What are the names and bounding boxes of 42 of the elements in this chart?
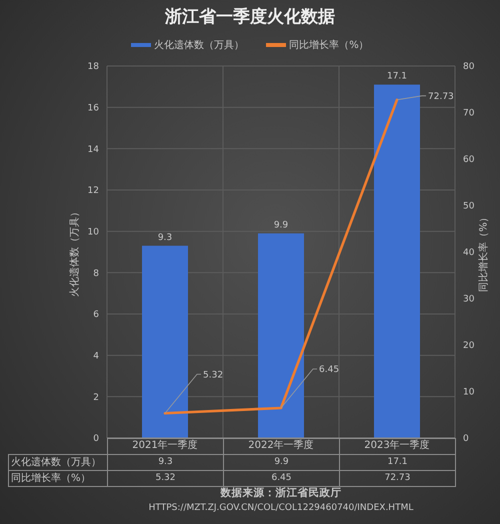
legend-label: 同比增长率（%） <box>289 38 369 52</box>
data-label: 72.73 <box>340 470 456 486</box>
chart-title: 浙江省一季度火化数据 <box>164 6 336 28</box>
y-tick-label: 16 <box>88 104 100 114</box>
data-label: 17.1 <box>386 72 408 82</box>
y2-tick-label: 30 <box>463 294 475 305</box>
legend-label: 火化遗体数（万具） <box>154 38 244 52</box>
data-label: 9.9 <box>274 220 288 230</box>
y2-tick-label: 40 <box>463 248 475 258</box>
x-tick-label: 2021年一季度 <box>132 439 198 452</box>
text: HTTPS://MZT.ZJ.GOV.CN/COL/COL1229460740/INDEX.HTML <box>148 502 414 515</box>
y-tick-label: 12 <box>88 186 99 196</box>
y2-axis-title: 同比增长率（%） <box>478 212 490 292</box>
data-label: 17.1 <box>340 454 456 470</box>
y-tick-label: 8 <box>93 268 100 279</box>
data-label: 6.45 <box>319 365 340 376</box>
y-tick-label: 火化遗体数（万具） <box>8 454 108 470</box>
y2-tick-label: 70 <box>463 108 475 119</box>
y-tick-label: 14 <box>88 144 100 155</box>
data-label: 9.3 <box>158 232 172 243</box>
x-tick-label: 2022年一季度 <box>248 439 314 452</box>
source-note: 数据来源：浙江省民政厅 <box>219 486 342 501</box>
y-tick-label: 2 <box>93 392 99 403</box>
y-tick-label: 18 <box>88 62 100 72</box>
data-label: 6.45 <box>224 470 340 486</box>
y-tick-label: 6 <box>93 310 100 320</box>
y2-tick-label: 80 <box>463 62 475 72</box>
y-tick-label: 0 <box>93 434 100 444</box>
y-tick-label: 10 <box>88 228 100 238</box>
y2-tick-label: 0 <box>463 434 469 444</box>
data-label: 5.32 <box>108 470 224 486</box>
y2-tick-label: 50 <box>463 202 475 212</box>
y-tick-label: 同比增长率（%） <box>8 470 108 486</box>
y2-tick-label: 20 <box>463 341 475 352</box>
y-tick-label: 4 <box>93 352 100 362</box>
data-label: 9.9 <box>224 454 340 470</box>
data-label: 9.3 <box>108 454 224 470</box>
y2-tick-label: 60 <box>463 155 475 166</box>
data-label: 72.73 <box>428 92 454 102</box>
data-label: 5.32 <box>203 370 224 380</box>
x-tick-label: 2023年一季度 <box>364 439 430 452</box>
y2-tick-label: 10 <box>463 388 475 398</box>
